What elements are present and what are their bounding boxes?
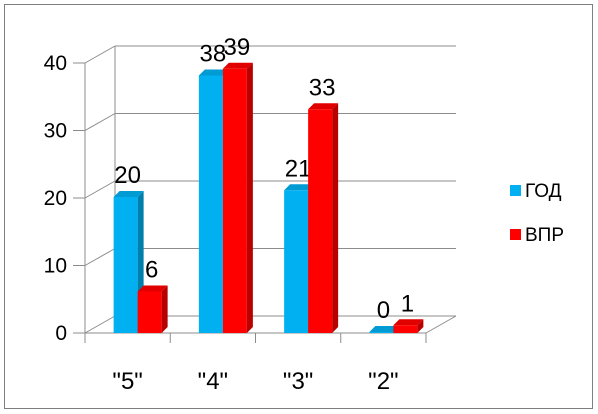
y-tick-label: 0 (55, 322, 67, 345)
y-tick-label: 30 (44, 120, 67, 143)
bar-side (246, 62, 253, 333)
wall-gridline (84, 180, 116, 199)
legend-label: ГОД (525, 181, 562, 202)
wall-gridline (84, 248, 116, 266)
bar (137, 285, 168, 333)
legend-label: ВПР (525, 225, 564, 246)
bar-front (308, 109, 333, 333)
wall-gridline (84, 45, 116, 64)
bar (308, 103, 339, 333)
bar-top (369, 326, 400, 332)
legend-swatch (510, 185, 521, 196)
y-tick-label: 10 (44, 255, 67, 278)
data-label: 6 (145, 257, 158, 284)
x-category-label: "5" (112, 368, 142, 395)
bar-top (393, 319, 424, 326)
data-label: 39 (224, 34, 251, 61)
bar-side (161, 285, 168, 333)
x-category-label: "4" (198, 368, 228, 395)
bar-side (332, 103, 339, 333)
floor-right-edge (425, 315, 457, 334)
data-label: 20 (114, 162, 141, 189)
x-category-label: "2" (368, 368, 398, 395)
bar-front (369, 332, 394, 333)
x-axis-category-labels: "5" "4" "3" "2" (112, 368, 398, 395)
bar-top (222, 62, 253, 69)
bar-top (198, 69, 229, 76)
data-label: 33 (309, 74, 336, 101)
data-label: 21 (285, 155, 312, 182)
bar-top (308, 103, 339, 110)
data-label: 1 (401, 290, 414, 317)
bar-front (222, 68, 247, 333)
bar (113, 191, 144, 333)
data-label: 38 (200, 41, 227, 68)
bar (393, 319, 424, 333)
y-axis-tick-labels: 0 10 20 30 40 (44, 52, 67, 345)
wall-gridline (84, 113, 116, 131)
bar-front (284, 190, 309, 333)
gridlines (73, 45, 457, 343)
bar-front (137, 291, 162, 333)
y-tick-label: 40 (44, 52, 67, 75)
bar-front (113, 197, 138, 333)
x-category-label: "3" (283, 368, 313, 395)
bar-front (198, 75, 223, 333)
bar-top (137, 285, 168, 292)
chart-frame: 0 10 20 30 40 20 6 38 39 21 33 0 1 "5" "4" "3" "2" ГОД… (4, 4, 593, 409)
legend-swatch (510, 229, 521, 240)
legend: ГОД ВПР (510, 181, 564, 246)
wall-gridline (84, 315, 116, 334)
bar (222, 62, 253, 333)
bar-side (417, 319, 424, 333)
data-label: 0 (377, 297, 390, 324)
bar-top (113, 191, 144, 197)
bar-front (393, 325, 418, 333)
y-tick-label: 20 (44, 187, 67, 210)
bar-top (284, 184, 315, 191)
